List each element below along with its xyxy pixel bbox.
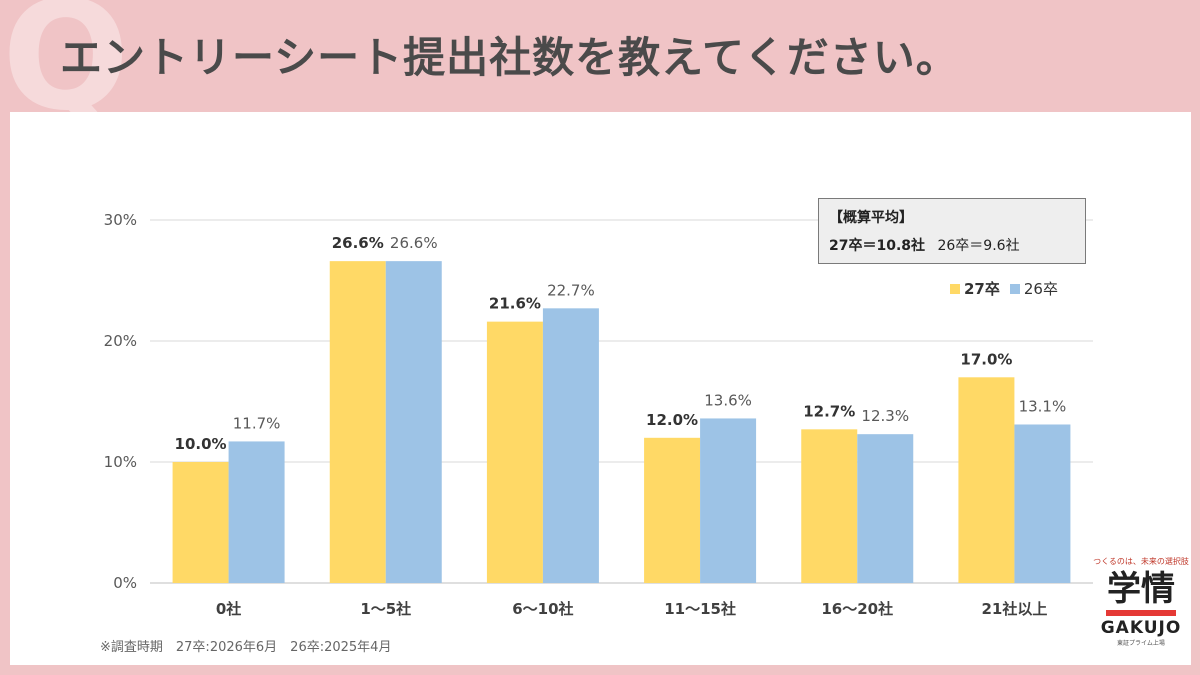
y-tick-label: 30% [104,211,137,229]
survey-footnote: ※調査時期 27卒:2026年6月 26卒:2025年4月 [100,640,392,655]
y-tick-label: 20% [104,332,137,350]
data-label-27: 12.0% [646,411,698,429]
logo-mark: 学情 [1107,569,1175,609]
average-box: 【概算平均】 27卒＝10.8社 26卒＝9.6社 [818,198,1086,264]
logo-name: GAKUJO [1100,618,1182,639]
data-label-26: 11.7% [233,414,281,432]
data-label-27: 26.6% [332,234,384,252]
legend-label-26: 26卒 [1023,280,1058,298]
average-26: 26卒＝9.6社 [937,238,1020,254]
x-tick-label: 0社 [216,600,241,618]
data-label-27: 21.6% [489,295,541,313]
logo-sub: 東証プライム上場 [1117,640,1165,648]
legend-label-27: 27卒 [964,280,1000,298]
data-label-26: 12.3% [861,407,909,425]
bar-26 [385,261,442,583]
x-tick-label: 11～15社 [664,600,736,618]
bar-27 [329,261,386,583]
data-label-26: 13.1% [1019,397,1067,415]
bar-27 [958,377,1015,583]
gakujo-logo: つくるのは、未来の選択肢 学情 GAKUJO 東証プライム上場 [1086,556,1196,656]
data-label-27: 12.7% [803,402,855,420]
bar-26 [1014,424,1071,583]
x-tick-label: 21社以上 [981,600,1047,618]
average-heading: 【概算平均】 [829,210,913,226]
bar-26 [700,418,757,583]
data-label-27: 17.0% [960,350,1012,368]
bar-27 [801,429,858,583]
bar-26 [542,308,599,583]
bar-26 [857,434,914,583]
y-tick-label: 0% [113,574,137,592]
logo-tagline: つくるのは、未来の選択肢 [1093,557,1189,566]
chart-legend: 27卒 26卒 [950,278,1068,299]
y-tick-label: 10% [104,453,137,471]
average-27: 27卒＝10.8社 [829,238,926,254]
data-label-26: 22.7% [547,281,595,299]
bar-27 [172,462,229,583]
legend-swatch-27 [950,283,960,294]
x-tick-label: 16～20社 [821,600,893,618]
x-tick-label: 1～5社 [360,600,411,618]
x-tick-label: 6～10社 [512,600,573,618]
bar-26 [228,441,285,583]
legend-swatch-26 [1009,283,1020,294]
page-title: エントリーシート提出社数を教えてください。 [60,33,959,82]
bar-27 [644,437,701,583]
data-label-26: 26.6% [390,234,438,252]
bar-27 [486,321,543,583]
data-label-27: 10.0% [175,435,227,453]
question-mark-decoration: Q [2,0,130,144]
data-label-26: 13.6% [704,391,752,409]
logo-bar [1106,610,1176,617]
